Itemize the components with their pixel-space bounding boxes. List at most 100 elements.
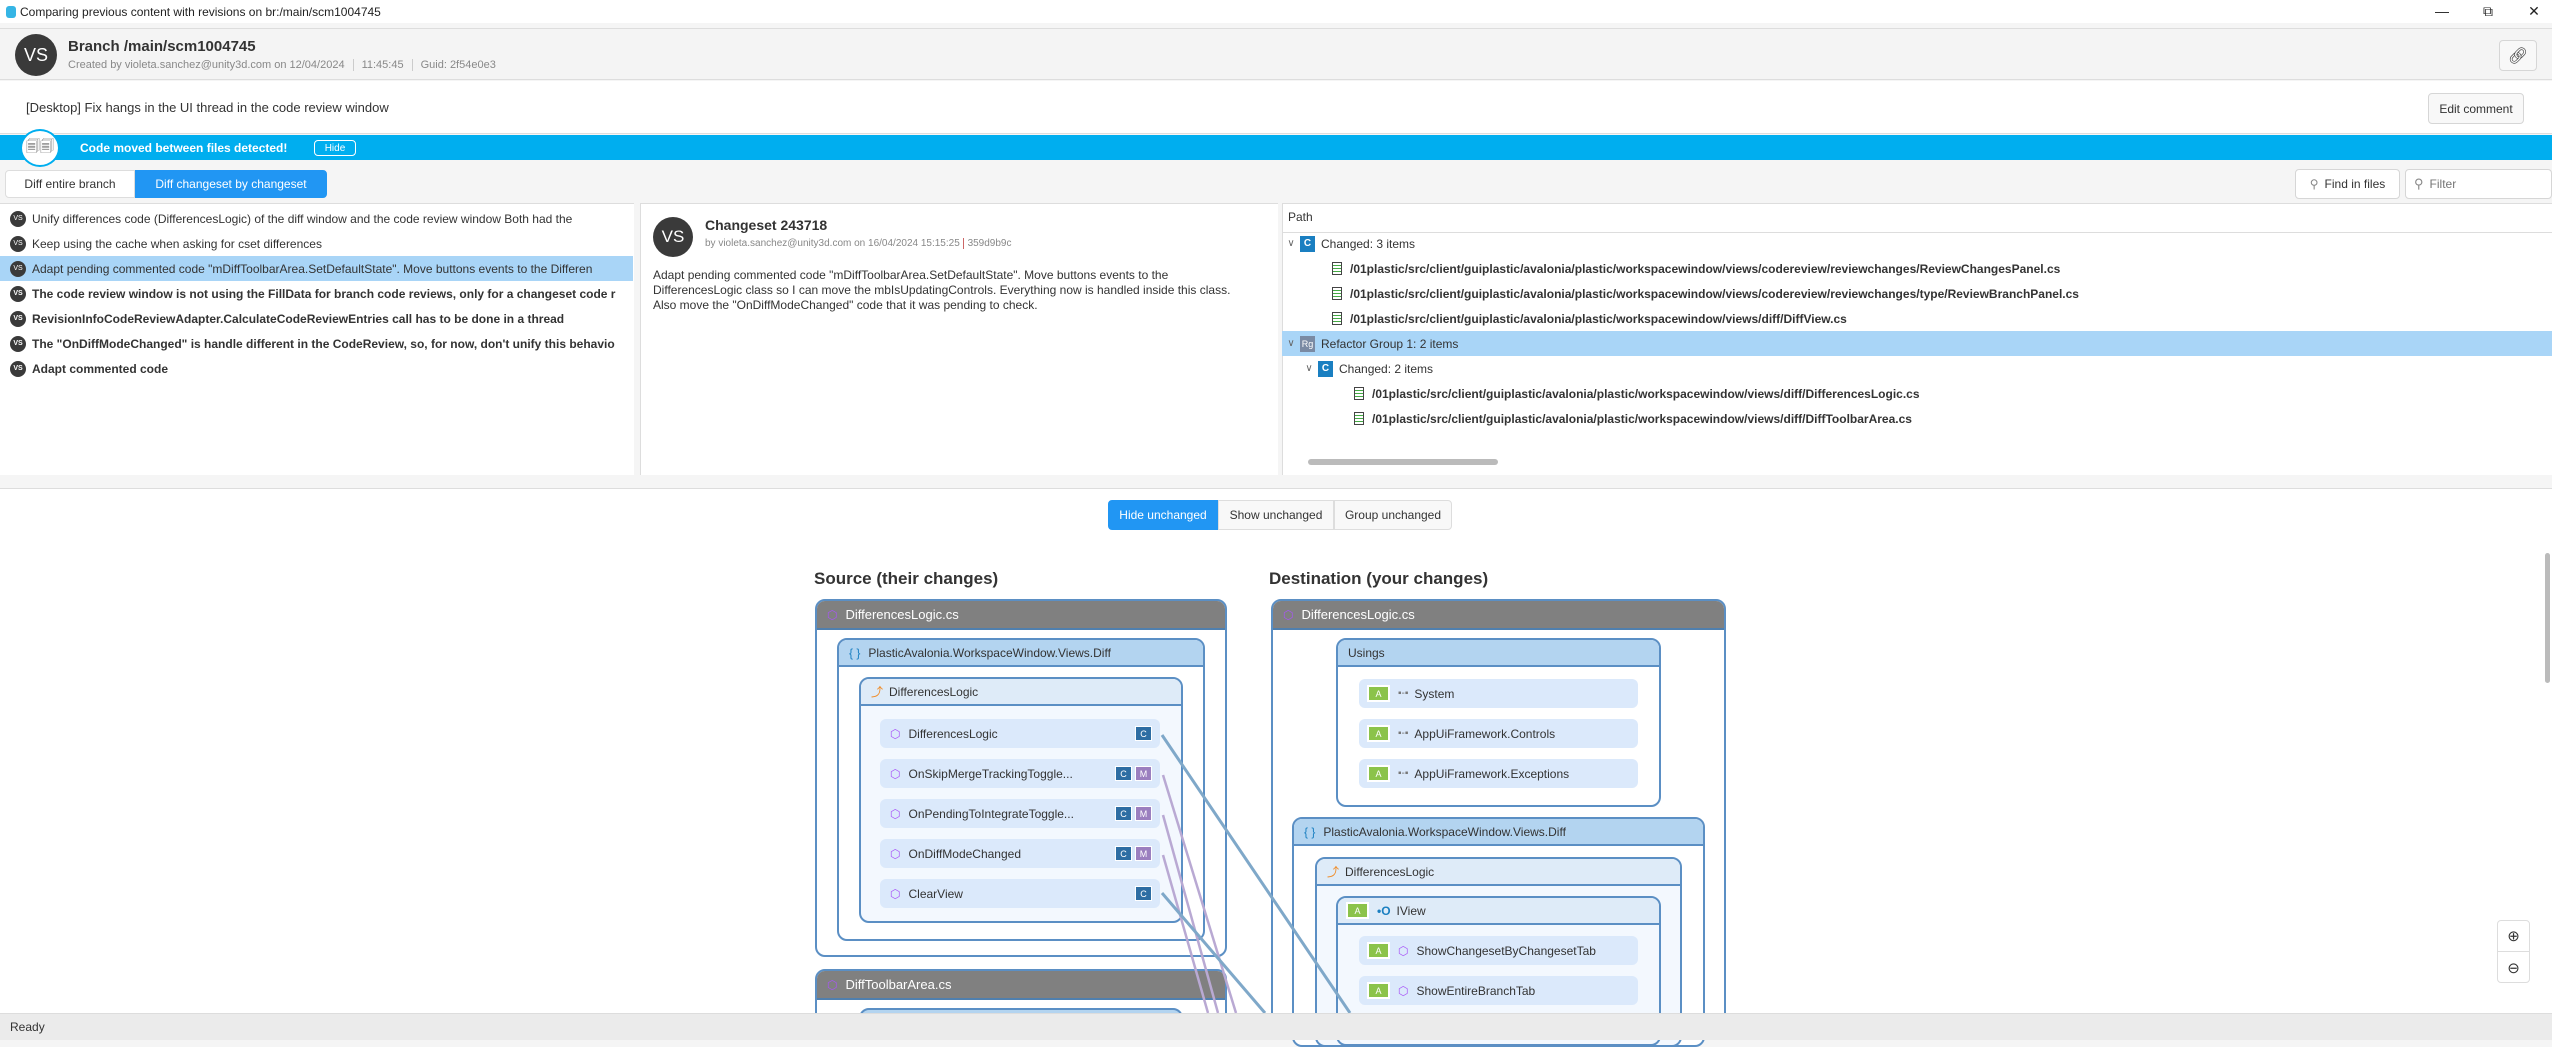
changeset-row[interactable]: VS The "OnDiffModeChanged" is handle diff… [0, 331, 633, 356]
member-name: OnDiffModeChanged [908, 846, 1022, 861]
group-unchanged-button[interactable]: Group unchanged [1334, 500, 1452, 530]
added-tag: A [1367, 685, 1390, 702]
minimize-button[interactable]: — [2435, 3, 2449, 19]
file-name: DifferencesLogic.cs [1301, 607, 1415, 622]
app-icon [6, 5, 16, 18]
using-name: AppUiFramework.Controls [1414, 726, 1556, 741]
changeset-body: Adapt pending commented code "mDiffToolb… [653, 268, 1231, 312]
using-row[interactable]: A ▪-▪ AppUiFramework.Controls [1359, 719, 1638, 748]
find-in-files-label: Find in files [2324, 177, 2386, 191]
edit-comment-button[interactable]: Edit comment [2428, 93, 2524, 124]
using-icon: ▪-▪ [1398, 728, 1409, 739]
tree-group-row[interactable]: ∨ C Changed: 2 items [1282, 356, 2552, 381]
changeset-row[interactable]: VS RevisionInfoCodeReviewAdapter.Calculat… [0, 306, 633, 331]
added-tag: A [1367, 725, 1390, 742]
using-row[interactable]: A ▪-▪ AppUiFramework.Exceptions [1359, 759, 1638, 788]
comment-text: [Desktop] Fix hangs in the UI thread in … [26, 100, 389, 115]
changed-tag: C [1135, 726, 1152, 741]
file-cube-icon: ⬡ [827, 977, 838, 992]
changeset-row-selected[interactable]: VS Adapt pending commented code "mDiffToo… [0, 256, 633, 281]
zoom-in-button[interactable]: ⊕ [2498, 921, 2529, 952]
member-row[interactable]: ⬡ OnSkipMergeTrackingToggle... C M [880, 759, 1160, 788]
vertical-scrollbar[interactable] [2545, 553, 2550, 683]
destination-heading: Destination (your changes) [1269, 569, 1489, 588]
avatar: VS [10, 310, 26, 327]
member-row[interactable]: A ⬡ ShowEntireBranchTab [1359, 976, 1638, 1005]
tree-group-row-selected[interactable]: ∨ Rg Refactor Group 1: 2 items [1282, 331, 2552, 356]
changeset-row[interactable]: VS Adapt commented code [0, 356, 633, 381]
tab-diff-changeset-by-changeset[interactable]: Diff changeset by changeset [135, 170, 327, 198]
changeset-comment: The code review window is not using the … [32, 286, 616, 301]
find-in-files-button[interactable]: ⚲ Find in files [2295, 169, 2400, 199]
changeset-comment: Keep using the cache when asking for cse… [32, 236, 322, 251]
branch-title: Branch /main/scm1004745 [68, 38, 256, 55]
hide-banner-button[interactable]: Hide [314, 140, 356, 156]
title-bar: Comparing previous content with revision… [0, 0, 2552, 23]
changed-badge: C [1300, 235, 1315, 252]
added-tag: A [1367, 942, 1390, 959]
changeset-title: Changeset 243718 [705, 217, 828, 233]
avatar: VS [10, 285, 26, 302]
namespace-name: PlasticAvalonia.WorkspaceWindow.Views.Di… [868, 645, 1111, 660]
member-row[interactable]: ⬡ ClearView C [880, 879, 1160, 908]
file-icon [1332, 262, 1342, 275]
filter-input[interactable]: ⚲ [2405, 169, 2552, 199]
code-moved-banner: 🗐🗐 Code moved between files detected! Hi… [0, 129, 2552, 167]
method-icon: ⬡ [1398, 983, 1409, 998]
filter-field[interactable] [2429, 177, 2530, 191]
status-text: Ready [10, 1020, 45, 1034]
moved-tag: M [1135, 846, 1152, 861]
search-icon: ⚲ [2309, 177, 2319, 191]
show-unchanged-button[interactable]: Show unchanged [1218, 500, 1334, 530]
horizontal-scrollbar[interactable] [1308, 459, 1498, 465]
file-icon [1354, 387, 1364, 400]
hide-unchanged-button[interactable]: Hide unchanged [1108, 500, 1218, 530]
using-row[interactable]: A ▪-▪ System [1359, 679, 1638, 708]
tree-file-row[interactable]: /01plastic/src/client/guiplastic/avaloni… [1282, 406, 2552, 431]
method-icon: ⬡ [890, 846, 901, 861]
class-icon: ⤴ [871, 685, 884, 699]
changed-tag: C [1115, 846, 1132, 861]
close-button[interactable]: ✕ [2528, 2, 2540, 19]
created-by: Created by violeta.sanchez@unity3d.com o… [68, 59, 345, 71]
changed-tag: C [1115, 806, 1132, 821]
tree-file-row[interactable]: /01plastic/src/client/guiplastic/avaloni… [1282, 381, 2552, 406]
changeset-details: VS Changeset 243718 by violeta.sanchez@u… [640, 203, 1278, 475]
member-row[interactable]: ⬡ OnDiffModeChanged C M [880, 839, 1160, 868]
member-row[interactable]: ⬡ DifferencesLogic C [880, 719, 1160, 748]
moved-tag: M [1135, 806, 1152, 821]
changeset-hash: 359d9b9c [962, 238, 1012, 249]
method-icon: ⬡ [890, 806, 901, 821]
member-row[interactable]: A ⬡ ShowChangesetByChangesetTab [1359, 936, 1638, 965]
tree-file-row[interactable]: /01plastic/src/client/guiplastic/avaloni… [1282, 256, 2552, 281]
guid: Guid: 2f54e0e3 [411, 59, 496, 71]
changeset-comment: Unify differences code (DifferencesLogic… [32, 211, 573, 226]
tree-file-row[interactable]: /01plastic/src/client/guiplastic/avaloni… [1282, 306, 2552, 331]
method-icon: ⬡ [890, 886, 901, 901]
tree-file-row[interactable]: /01plastic/src/client/guiplastic/avaloni… [1282, 281, 2552, 306]
refactor-group-badge: Rg [1300, 335, 1315, 352]
tab-diff-entire-branch[interactable]: Diff entire branch [5, 170, 135, 198]
member-row[interactable]: ⬡ OnPendingToIntegrateToggle... C M [880, 799, 1160, 828]
namespace-icon: { } [849, 645, 861, 660]
chevron-down-icon: ∨ [1287, 238, 1295, 249]
member-name: OnPendingToIntegrateToggle... [908, 806, 1074, 821]
changeset-row[interactable]: VS Keep using the cache when asking for c… [0, 231, 633, 256]
added-tag: A [1367, 765, 1390, 782]
source-file-box-2: ⬡ DiffToolbarArea.cs [815, 969, 1227, 1029]
copy-link-button[interactable]: 🔗︎ [2499, 40, 2537, 71]
class-icon: ⤴ [1327, 865, 1340, 879]
restore-button[interactable]: ⧉ [2483, 2, 2493, 19]
file-name: DiffToolbarArea.cs [845, 977, 952, 992]
zoom-out-button[interactable]: ⊖ [2498, 952, 2529, 983]
tree-group-row[interactable]: ∨ C Changed: 3 items [1282, 231, 2552, 256]
avatar: VS [10, 210, 26, 227]
file-path: /01plastic/src/client/guiplastic/avaloni… [1372, 411, 1912, 426]
file-icon [1332, 287, 1342, 300]
window-title: Comparing previous content with revision… [20, 4, 381, 19]
changeset-row[interactable]: VS Unify differences code (DifferencesLog… [0, 206, 633, 231]
avatar: VS [10, 360, 26, 377]
path-column-header[interactable]: Path [1288, 210, 1313, 224]
changed-tag: C [1135, 886, 1152, 901]
changeset-row[interactable]: VS The code review window is not using th… [0, 281, 633, 306]
